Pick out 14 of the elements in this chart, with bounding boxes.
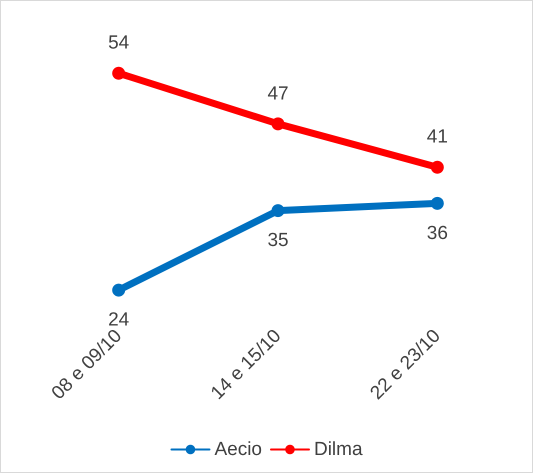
legend-label: Aecio bbox=[214, 439, 262, 460]
data-label: 35 bbox=[267, 230, 289, 252]
legend-label: Dilma bbox=[314, 439, 363, 460]
point bbox=[272, 117, 284, 130]
data-label: 54 bbox=[108, 32, 130, 54]
point bbox=[430, 196, 444, 210]
data-label: 41 bbox=[426, 126, 448, 148]
data-label: 24 bbox=[108, 310, 130, 331]
point bbox=[112, 66, 126, 80]
point bbox=[430, 160, 444, 174]
point bbox=[112, 284, 126, 297]
data-label: 36 bbox=[426, 222, 448, 244]
point bbox=[272, 204, 284, 218]
data-label: 47 bbox=[267, 83, 289, 104]
